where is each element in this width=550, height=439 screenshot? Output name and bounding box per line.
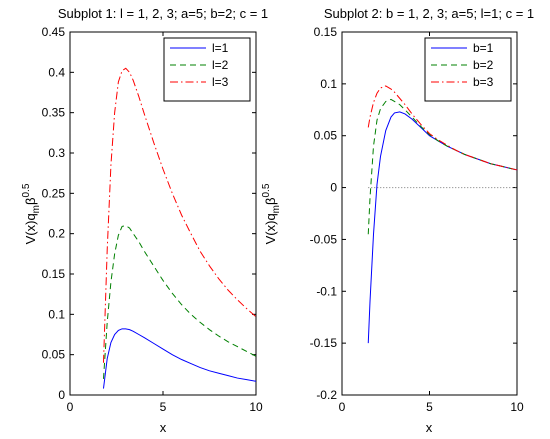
y-tick-label: 0.05 [314, 129, 338, 143]
subplot-1-ticks: 0 5 10 0 0.05 0.1 0.15 0.2 0.25 0.3 0.35 0.4 0.45 [42, 25, 263, 414]
subplot-1-ylabel-sup: 0.5 [21, 183, 32, 197]
y-tick-label: -0.1 [316, 284, 337, 298]
subplot-1-ylabel: V(x)qmβ0.5 [21, 183, 42, 244]
subplot-1-ylabel-sub: m [31, 205, 42, 213]
subplot-2-title: Subplot 2: b = 1, 2, 3; a=5; l=1; c = 1 [324, 6, 534, 21]
y-tick-label: 0.3 [48, 146, 65, 160]
legend-box [163, 37, 251, 102]
subplot-2-ylabel-mid: β [263, 198, 278, 205]
y-tick-label: 0.15 [42, 267, 66, 281]
y-tick-label: -0.15 [310, 336, 338, 350]
legend-entry: l=1 [212, 41, 229, 55]
x-tick-label: 10 [510, 400, 524, 414]
legend-entry: l=2 [212, 58, 229, 72]
x-tick-label: 0 [67, 400, 74, 414]
legend-entry: b=3 [473, 75, 494, 89]
x-tick-label: 5 [426, 400, 433, 414]
subplot-2-ylabel-sub: m [271, 205, 282, 213]
series-line-l-3 [102, 67, 257, 363]
legend-entry: b=1 [473, 41, 494, 55]
subplot-2-ticks: 0 5 10 -0.2 -0.15 -0.1 -0.05 0 0.05 0.1 0.15 [310, 25, 524, 414]
y-tick-label: 0.1 [320, 77, 337, 91]
x-tick-label: 0 [339, 400, 346, 414]
series-line-l-1 [102, 328, 257, 389]
y-tick-label: 0.15 [314, 25, 338, 39]
legend-entry: b=2 [473, 58, 494, 72]
y-tick-label: 0.05 [42, 348, 66, 362]
subplot-1-ylabel-base: V(x)q [23, 213, 38, 244]
legend-entry: l=3 [212, 75, 229, 89]
subplot-2-ylabel: V(x)qmβ0.5 [261, 183, 282, 244]
legend-box [424, 37, 512, 102]
subplot-2: Subplot 2: b = 1, 2, 3; a=5; l=1; c = 1 … [261, 6, 534, 435]
subplot-2-ylabel-sup: 0.5 [261, 183, 272, 197]
y-tick-label: 0 [58, 388, 65, 402]
y-tick-label: 0 [330, 181, 337, 195]
y-tick-label: 0.45 [42, 25, 66, 39]
subplot-1-legend: l=1 l=2 l=3 [163, 37, 251, 102]
subplot-2-xlabel: x [426, 420, 433, 435]
y-tick-label: 0.4 [48, 65, 65, 79]
y-tick-label: 0.2 [48, 227, 65, 241]
subplot-1-title: Subplot 1: l = 1, 2, 3; a=5; b=2; c = 1 [58, 6, 268, 21]
y-tick-label: 0.1 [48, 307, 65, 321]
y-tick-label: -0.05 [310, 232, 338, 246]
subplot-1-xlabel: x [160, 420, 167, 435]
subplot-2-ylabel-base: V(x)q [263, 213, 278, 244]
subplot-1: Subplot 1: l = 1, 2, 3; a=5; b=2; c = 1 … [21, 6, 268, 435]
x-tick-label: 10 [249, 400, 263, 414]
y-tick-label: 0.25 [42, 186, 66, 200]
x-tick-label: 5 [160, 400, 167, 414]
subplot-2-lines [367, 85, 518, 344]
subplot-2-legend: b=1 b=2 b=3 [424, 37, 512, 102]
subplot-1-ylabel-mid: β [23, 198, 38, 205]
series-line-b-3 [367, 85, 518, 171]
subplot-1-lines [102, 67, 257, 389]
y-tick-label: -0.2 [316, 388, 337, 402]
y-tick-label: 0.35 [42, 106, 66, 120]
